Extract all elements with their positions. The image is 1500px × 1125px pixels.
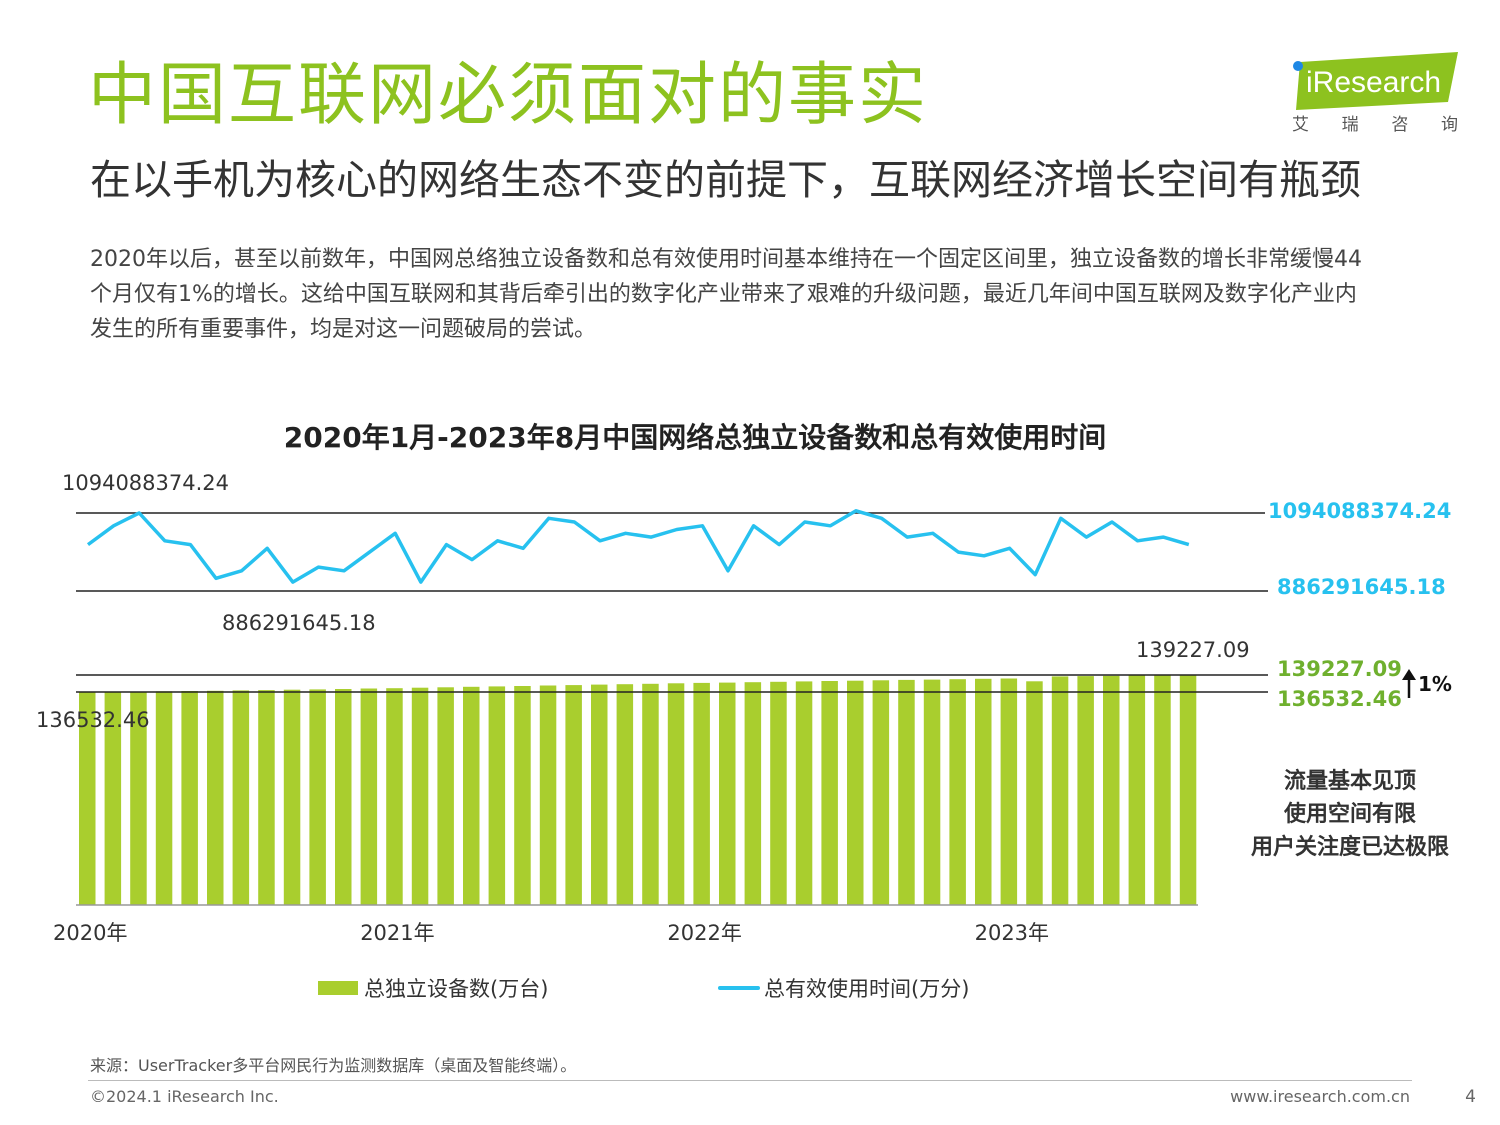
logo-subtitle: 艾 瑞 咨 询 (1292, 110, 1458, 135)
intro-line: 个月仅有1%的增长。这给中国互联网和其背后牵引出的数字化产业带来了艰难的升级问题… (90, 282, 1357, 307)
bar-max-left-label: 139227.09 (1136, 638, 1250, 662)
bar-22 (616, 684, 634, 905)
bar-24 (667, 683, 685, 905)
legend-label-bars: 总独立设备数(万台) (364, 977, 549, 1001)
logo-banner (1296, 52, 1458, 110)
bar-min-left-label: 136532.46 (36, 708, 150, 732)
bar-9 (283, 689, 301, 905)
bar-39 (1051, 676, 1069, 905)
bar-33 (898, 679, 915, 905)
bar-3 (130, 691, 147, 905)
logo-dot (1293, 61, 1303, 71)
annotation-line: 流量基本见顶 (1283, 769, 1416, 794)
bar-14 (411, 687, 429, 905)
bar-6 (207, 690, 224, 905)
bar-min-right-label: 136532.46 (1277, 687, 1402, 711)
bar-31 (847, 680, 864, 905)
line-max-right-label: 1094088374.24 (1268, 499, 1451, 523)
bar-4 (155, 691, 173, 905)
bar-35 (949, 679, 966, 905)
website: www.iresearch.com.cn (1230, 1087, 1410, 1106)
x-tick-labels: 2020年 2021年 2022年 2023年 (53, 921, 1049, 945)
bar-18 (514, 686, 531, 905)
bar-series (79, 675, 1197, 905)
bar-30 (821, 681, 838, 905)
growth-arrow-icon (1402, 669, 1416, 698)
legend-swatch-bar (318, 981, 358, 995)
bar-16 (463, 686, 480, 905)
logo-sub-char: 艾 (1292, 115, 1309, 135)
page-subtitle: 在以手机为核心的网络生态不变的前提下，互联网经济增长空间有瓶颈 (90, 156, 1361, 204)
intro-paragraph: 2020年以后，甚至以前数年，中国网总络独立设备数和总有效使用时间基本维持在一个… (90, 242, 1420, 347)
legend-label-line: 总有效使用时间(万分) (764, 977, 970, 1001)
bar-25 (693, 682, 710, 905)
reference-lines (76, 512, 1268, 693)
bar-36 (975, 678, 992, 905)
annotation-line: 用户关注度已达极限 (1250, 835, 1449, 860)
logo-sub-char: 瑞 (1341, 115, 1359, 135)
line-min-right-label: 886291645.18 (1277, 575, 1446, 599)
bar-20 (565, 685, 582, 905)
logo-sub-char: 咨 (1391, 115, 1409, 135)
bar-44 (1179, 675, 1197, 905)
x-tick-label: 2022年 (667, 921, 741, 945)
bar-1 (79, 692, 96, 905)
bar-2 (104, 691, 122, 905)
bar-34 (923, 679, 941, 905)
bar-40 (1077, 676, 1094, 905)
legend-item-line: 总有效使用时间(万分) (718, 973, 969, 1003)
logo-text: iResearch (1306, 66, 1441, 99)
bar-26 (719, 682, 736, 905)
annotation-line: 使用空间有限 (1283, 802, 1416, 827)
legend-item-bars: 总独立设备数(万台) (318, 973, 548, 1003)
legend-swatch-line (718, 986, 760, 990)
logo-sub-char: 询 (1440, 115, 1458, 135)
bar-43 (1154, 675, 1171, 905)
line-max-left-label: 1094088374.24 (62, 471, 229, 495)
bar-17 (488, 686, 506, 905)
bar-11 (335, 689, 352, 905)
copyright: ©2024.1 iResearch Inc. (90, 1087, 279, 1106)
bar-5 (181, 691, 198, 905)
bar-37 (1000, 678, 1018, 905)
x-tick-label: 2020年 (53, 921, 127, 945)
source-note: 来源：UserTracker多平台网民行为监测数据库（桌面及智能终端）。 (90, 1056, 577, 1075)
bar-12 (360, 688, 378, 905)
page-number: 4 (1465, 1087, 1476, 1107)
x-tick-label: 2021年 (360, 921, 434, 945)
page-title: 中国互联网必须面对的事实 (88, 56, 929, 135)
bar-13 (386, 688, 403, 905)
bar-41 (1103, 675, 1120, 905)
footer-divider (88, 1080, 1412, 1081)
bar-10 (309, 689, 326, 905)
annotation-box: 流量基本见顶 使用空间有限 用户关注度已达极限 (1240, 765, 1460, 864)
line-series (86, 509, 1190, 584)
bar-29 (795, 681, 813, 905)
bar-42 (1128, 675, 1146, 905)
bar-8 (258, 690, 275, 905)
x-tick-label: 2023年 (975, 921, 1049, 945)
bar-32 (872, 680, 890, 905)
chart-title: 2020年1月-2023年8月中国网络总独立设备数和总有效使用时间 (283, 421, 1107, 454)
bar-23 (642, 683, 659, 905)
intro-line: 发生的所有重要事件，均是对这一问题破局的尝试。 (90, 317, 597, 342)
bar-max-right-label: 139227.09 (1277, 657, 1402, 681)
bar-19 (539, 685, 557, 905)
intro-line: 2020年以后，甚至以前数年，中国网总络独立设备数和总有效使用时间基本维持在一个… (90, 247, 1362, 272)
bar-7 (232, 690, 250, 905)
bar-21 (591, 684, 608, 905)
growth-label: 1% (1418, 672, 1452, 696)
bar-38 (1026, 681, 1043, 905)
bar-28 (770, 681, 787, 905)
line-min-left-label: 886291645.18 (222, 611, 376, 635)
bar-15 (437, 687, 454, 905)
iresearch-logo: iResearch (1293, 52, 1458, 110)
bar-27 (744, 682, 762, 905)
